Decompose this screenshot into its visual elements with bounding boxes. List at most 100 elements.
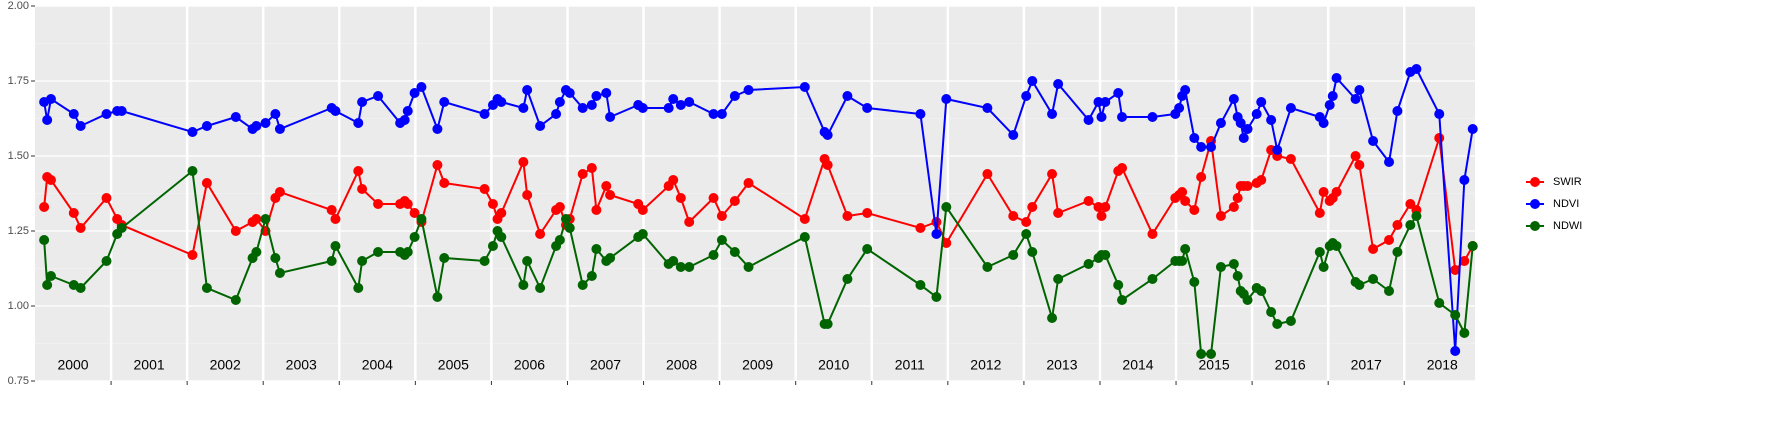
point: [1285, 154, 1296, 164]
point: [1053, 208, 1064, 218]
year-label: 2006: [514, 357, 545, 373]
point: [1350, 94, 1361, 104]
year-label: 2015: [1199, 357, 1230, 373]
point: [1392, 220, 1403, 230]
point: [1027, 247, 1038, 257]
year-label: 2000: [57, 357, 88, 373]
point: [1327, 91, 1338, 101]
point: [487, 241, 498, 251]
point: [684, 97, 695, 107]
y-tick-label: 1.25: [8, 225, 29, 237]
point: [274, 268, 285, 278]
point: [1113, 280, 1124, 290]
point: [535, 283, 546, 293]
point: [668, 175, 679, 185]
point: [577, 103, 588, 113]
point: [518, 280, 529, 290]
point: [1242, 295, 1253, 305]
point: [1147, 112, 1158, 122]
point: [1180, 85, 1191, 95]
point: [1467, 124, 1478, 134]
point: [1180, 244, 1191, 254]
point: [1215, 262, 1226, 272]
point: [201, 178, 212, 188]
legend-label: NDWI: [1553, 220, 1582, 232]
point: [1459, 175, 1470, 185]
point: [1228, 259, 1239, 269]
point: [637, 229, 648, 239]
point: [1285, 103, 1296, 113]
point: [1027, 76, 1038, 86]
point: [101, 109, 112, 119]
point: [554, 235, 565, 245]
point: [1242, 124, 1253, 134]
point: [402, 199, 413, 209]
point: [1196, 142, 1207, 152]
point: [799, 232, 810, 242]
point: [1331, 73, 1342, 83]
point: [982, 262, 993, 272]
point: [432, 292, 443, 302]
point: [1266, 307, 1277, 317]
point: [842, 211, 853, 221]
point: [1467, 241, 1478, 251]
legend-point: [1530, 177, 1540, 187]
point: [353, 118, 364, 128]
point: [743, 178, 754, 188]
point: [637, 205, 648, 215]
point: [1314, 247, 1325, 257]
point: [1384, 235, 1395, 245]
point: [402, 106, 413, 116]
legend-point: [1530, 221, 1540, 231]
point: [1242, 181, 1253, 191]
point: [68, 109, 79, 119]
point: [330, 106, 341, 116]
point: [1256, 97, 1267, 107]
point: [270, 109, 281, 119]
point: [675, 193, 686, 203]
point: [68, 208, 79, 218]
point: [330, 241, 341, 251]
point: [799, 82, 810, 92]
point: [409, 208, 420, 218]
point: [1392, 247, 1403, 257]
point: [1251, 109, 1262, 119]
point: [1083, 259, 1094, 269]
point: [684, 217, 695, 227]
point: [1450, 346, 1461, 356]
point: [1318, 262, 1329, 272]
point: [1318, 187, 1329, 197]
point: [1047, 109, 1058, 119]
point: [1047, 313, 1058, 323]
point: [1021, 91, 1032, 101]
point: [931, 229, 942, 239]
point: [1411, 64, 1422, 74]
point: [1331, 241, 1342, 251]
point: [357, 97, 368, 107]
point: [842, 274, 853, 284]
point: [931, 292, 942, 302]
point: [1368, 136, 1379, 146]
point: [1256, 175, 1267, 185]
point: [1228, 202, 1239, 212]
point: [1384, 286, 1395, 296]
point: [1117, 112, 1128, 122]
year-label: 2014: [1122, 357, 1153, 373]
point: [1238, 133, 1249, 143]
point: [416, 82, 427, 92]
point: [1093, 97, 1104, 107]
point: [1450, 265, 1461, 275]
point: [708, 109, 719, 119]
point: [75, 223, 86, 233]
point: [1228, 94, 1239, 104]
point: [591, 91, 602, 101]
point: [1177, 187, 1188, 197]
point: [535, 229, 546, 239]
point: [479, 184, 490, 194]
point: [941, 202, 952, 212]
point: [1196, 349, 1207, 359]
year-label: 2011: [895, 357, 925, 373]
point: [187, 127, 198, 137]
point: [1027, 202, 1038, 212]
